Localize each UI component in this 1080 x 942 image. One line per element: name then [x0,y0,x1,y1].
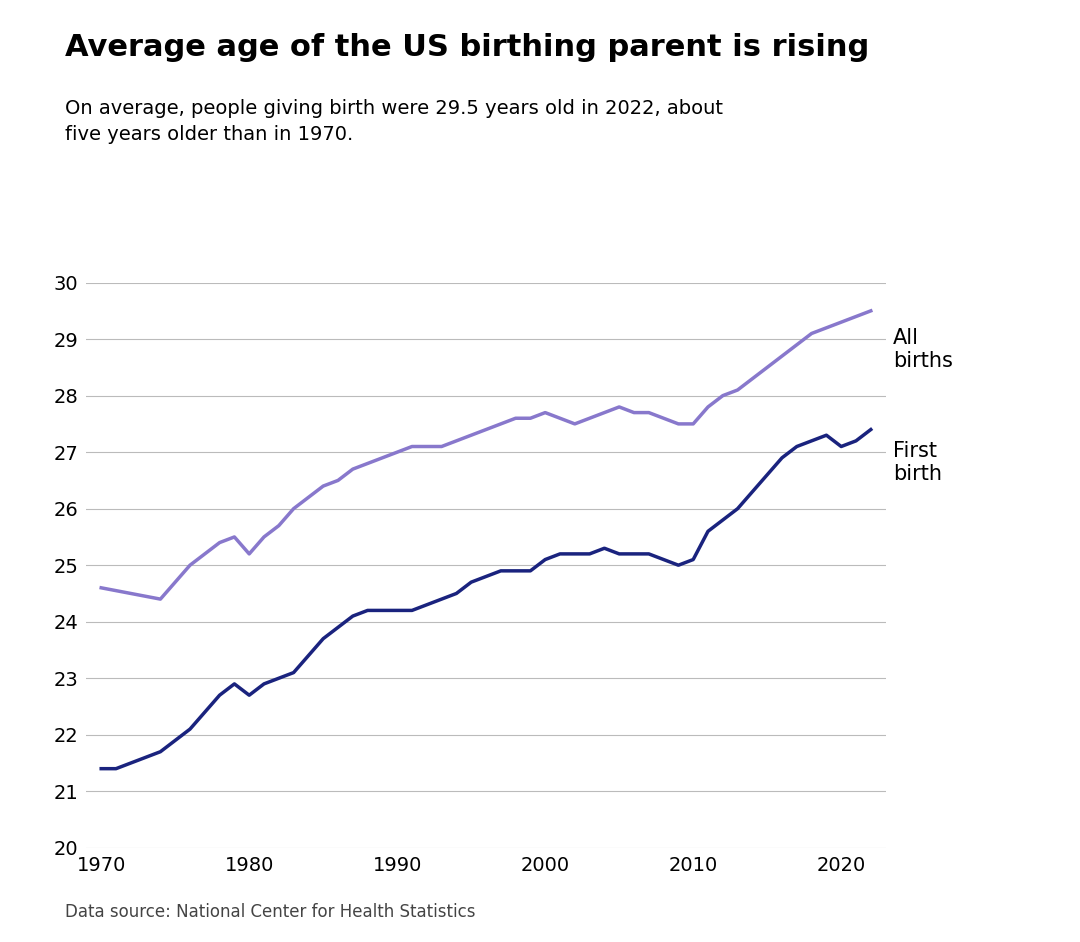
Text: On average, people giving birth were 29.5 years old in 2022, about
five years ol: On average, people giving birth were 29.… [65,99,723,144]
Text: Data source: National Center for Health Statistics: Data source: National Center for Health … [65,903,475,921]
Text: Average age of the US birthing parent is rising: Average age of the US birthing parent is… [65,33,869,62]
Text: All
births: All births [893,328,953,371]
Text: First
birth: First birth [893,441,942,484]
